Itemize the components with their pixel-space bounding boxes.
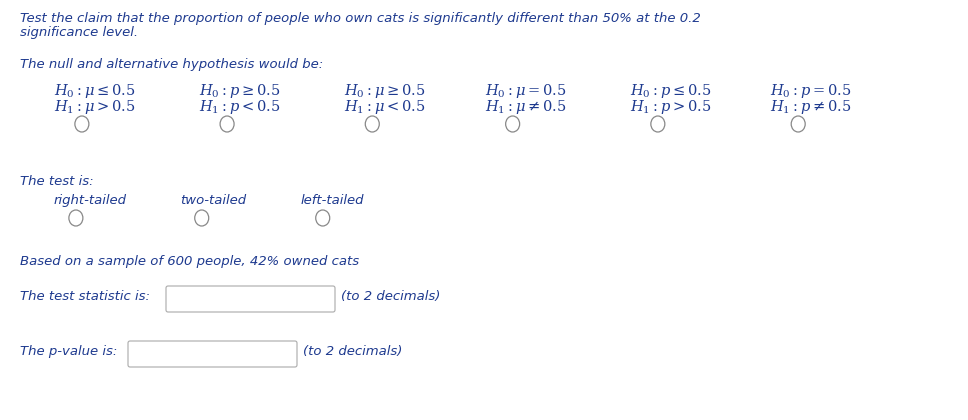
Text: $H_1: p < 0.5$: $H_1: p < 0.5$ xyxy=(199,98,281,116)
Text: The null and alternative hypothesis would be:: The null and alternative hypothesis woul… xyxy=(20,58,323,71)
FancyBboxPatch shape xyxy=(166,286,335,312)
Text: right-tailed: right-tailed xyxy=(54,194,127,207)
Text: significance level.: significance level. xyxy=(20,26,138,39)
Text: two-tailed: two-tailed xyxy=(180,194,246,207)
Text: The test is:: The test is: xyxy=(20,175,94,188)
Text: (to 2 decimals): (to 2 decimals) xyxy=(341,290,440,303)
Text: Test the claim that the proportion of people who own cats is significantly diffe: Test the claim that the proportion of pe… xyxy=(20,12,701,25)
Text: Based on a sample of 600 people, 42% owned cats: Based on a sample of 600 people, 42% own… xyxy=(20,255,359,268)
Text: $H_0: \mu \geq 0.5$: $H_0: \mu \geq 0.5$ xyxy=(345,82,426,100)
Text: $H_0: p \geq 0.5$: $H_0: p \geq 0.5$ xyxy=(199,82,281,100)
Text: $H_1: \mu < 0.5$: $H_1: \mu < 0.5$ xyxy=(345,98,426,116)
FancyBboxPatch shape xyxy=(128,341,297,367)
Text: $H_1: \mu > 0.5$: $H_1: \mu > 0.5$ xyxy=(54,98,136,116)
Text: $H_1: p > 0.5$: $H_1: p > 0.5$ xyxy=(630,98,711,116)
Text: $H_0: p \leq 0.5$: $H_0: p \leq 0.5$ xyxy=(630,82,711,100)
Text: $H_1: p \neq 0.5$: $H_1: p \neq 0.5$ xyxy=(771,98,852,116)
Text: $H_0: \mu = 0.5$: $H_0: \mu = 0.5$ xyxy=(485,82,566,100)
Text: The test statistic is:: The test statistic is: xyxy=(20,290,150,303)
Text: $H_1: \mu \neq 0.5$: $H_1: \mu \neq 0.5$ xyxy=(485,98,566,116)
Text: $H_0: p = 0.5$: $H_0: p = 0.5$ xyxy=(771,82,852,100)
Text: $H_0: \mu \leq 0.5$: $H_0: \mu \leq 0.5$ xyxy=(54,82,136,100)
Text: The p-value is:: The p-value is: xyxy=(20,345,117,358)
Text: (to 2 decimals): (to 2 decimals) xyxy=(303,345,403,358)
Text: left-tailed: left-tailed xyxy=(301,194,364,207)
